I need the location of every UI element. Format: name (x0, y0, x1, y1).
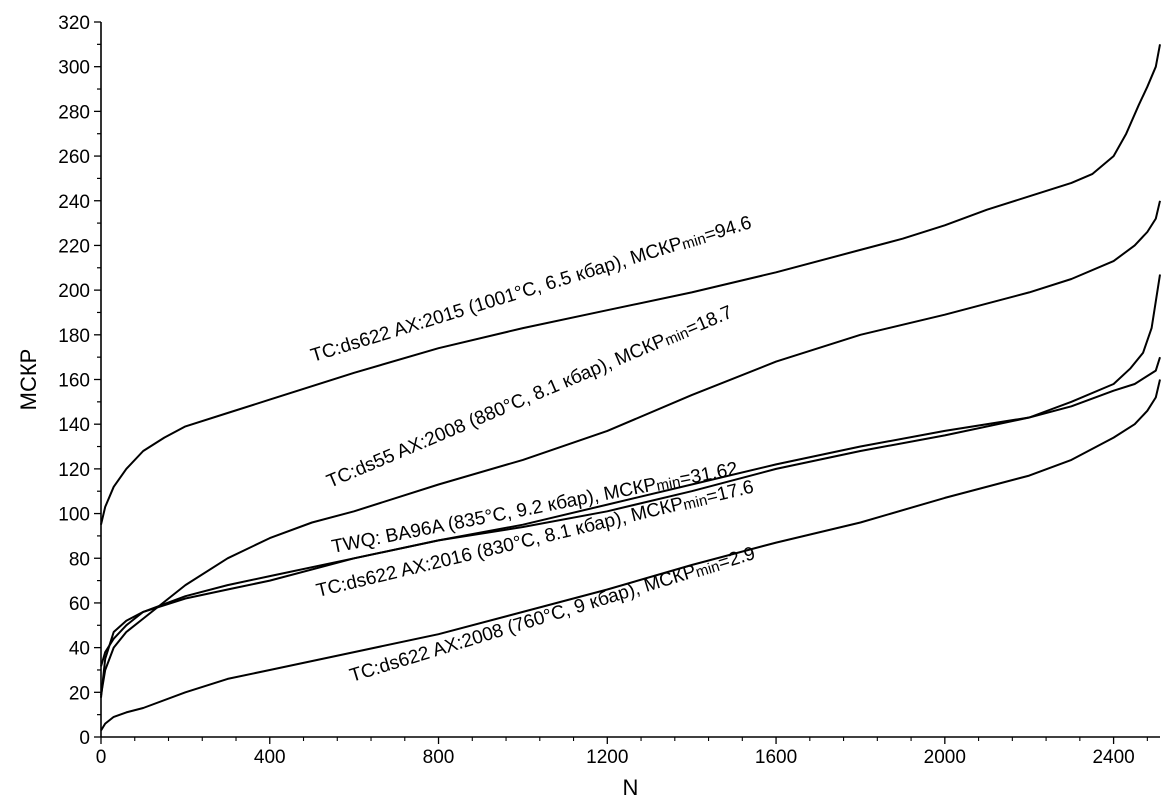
x-axis-title: N (623, 775, 639, 800)
y-axis-title: МСКР (16, 349, 41, 411)
y-tick-label: 100 (58, 505, 90, 526)
series-label-sub: min (655, 474, 682, 495)
series-label-1: TC:ds622 AX:2015 (1001°C, 6.5 кбар), МСК… (308, 212, 754, 366)
series-label-value: =18.7 (683, 302, 735, 340)
x-tick-label: 0 (96, 747, 107, 768)
y-tick-label: 180 (58, 326, 90, 347)
y-tick-label: 20 (69, 683, 90, 704)
x-tick-label: 1200 (586, 747, 628, 768)
y-tick-label: 80 (69, 549, 90, 570)
series-line-4 (100, 274, 1161, 698)
y-tick-label: 300 (58, 58, 90, 79)
x-tick-label: 1600 (755, 747, 797, 768)
y-tick-label: 320 (58, 13, 90, 34)
ticks: 0 20 40 60 80 100 120 140 160 180 200 220 240 260 280 3… (58, 13, 1148, 768)
y-tick-label: 40 (69, 639, 90, 660)
series-label-sub: min (680, 230, 708, 253)
series-label-value: =2.9 (716, 543, 758, 574)
series-line-2 (100, 200, 1161, 696)
y-tick-label: 240 (58, 192, 90, 213)
x-tick-label: 400 (254, 747, 286, 768)
series-label-sub: min (682, 492, 709, 514)
y-tick-label: 220 (58, 236, 90, 257)
y-tick-label: 160 (58, 371, 90, 392)
y-tick-label: 60 (69, 594, 90, 615)
series-label-sub: min (694, 558, 722, 581)
series-line-3 (100, 356, 1161, 667)
series-line-1 (100, 44, 1161, 525)
series-labels: TC:ds622 AX:2015 (1001°C, 6.5 кбар), МСК… (308, 212, 757, 686)
y-tick-label: 260 (58, 147, 90, 168)
y-tick-label: 120 (58, 460, 90, 481)
y-tick-label: 140 (58, 415, 90, 436)
series-lines (100, 44, 1161, 732)
x-tick-label: 2000 (924, 747, 966, 768)
y-tick-label: 200 (58, 281, 90, 302)
y-tick-label: 280 (58, 102, 90, 123)
y-tick-label: 0 (79, 728, 90, 749)
axes (100, 22, 1160, 738)
x-tick-label: 2400 (1092, 747, 1134, 768)
series-line-5 (100, 379, 1161, 732)
x-tick-label: 800 (423, 747, 455, 768)
series-label-value: =94.6 (702, 212, 754, 246)
